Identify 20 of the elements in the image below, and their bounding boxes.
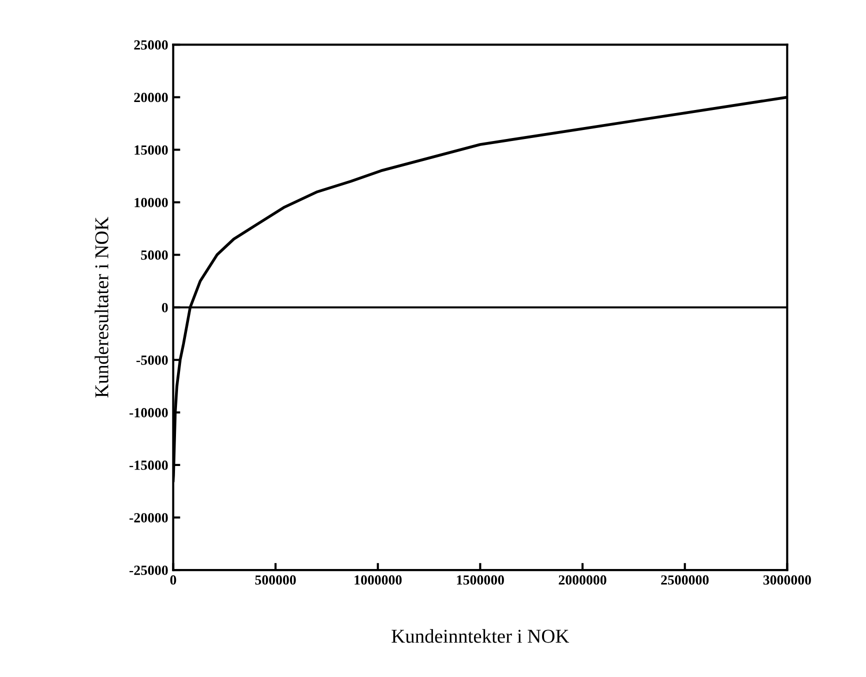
y-tick-label: -10000 [130, 408, 168, 418]
y-tick-label: -5000 [136, 355, 168, 365]
y-axis-title: Kunderesultater i NOK [94, 216, 108, 398]
y-tick-label: -20000 [130, 513, 168, 522]
y-tick-label: 10000 [134, 198, 168, 208]
x-tick-label: 0 [170, 575, 176, 585]
y-tick-label: 25000 [134, 40, 168, 50]
y-tick-label: 5000 [141, 250, 168, 260]
x-axis-title: Kundeinntekter i NOK [392, 629, 570, 643]
y-tick-label: -25000 [130, 566, 168, 575]
y-tick-label: 0 [162, 302, 168, 312]
y-tick-label: 20000 [134, 92, 168, 102]
y-tick-label: -15000 [130, 460, 168, 470]
x-tick-label: 1000000 [354, 575, 402, 585]
y-tick-label: 15000 [134, 145, 168, 155]
x-tick-label: 500000 [255, 575, 296, 585]
x-tick-label: 1500000 [457, 575, 504, 585]
x-tick-label: 2500000 [661, 575, 709, 585]
x-tick-label: 2000000 [558, 575, 606, 585]
x-tick-label: 3000000 [763, 575, 811, 585]
